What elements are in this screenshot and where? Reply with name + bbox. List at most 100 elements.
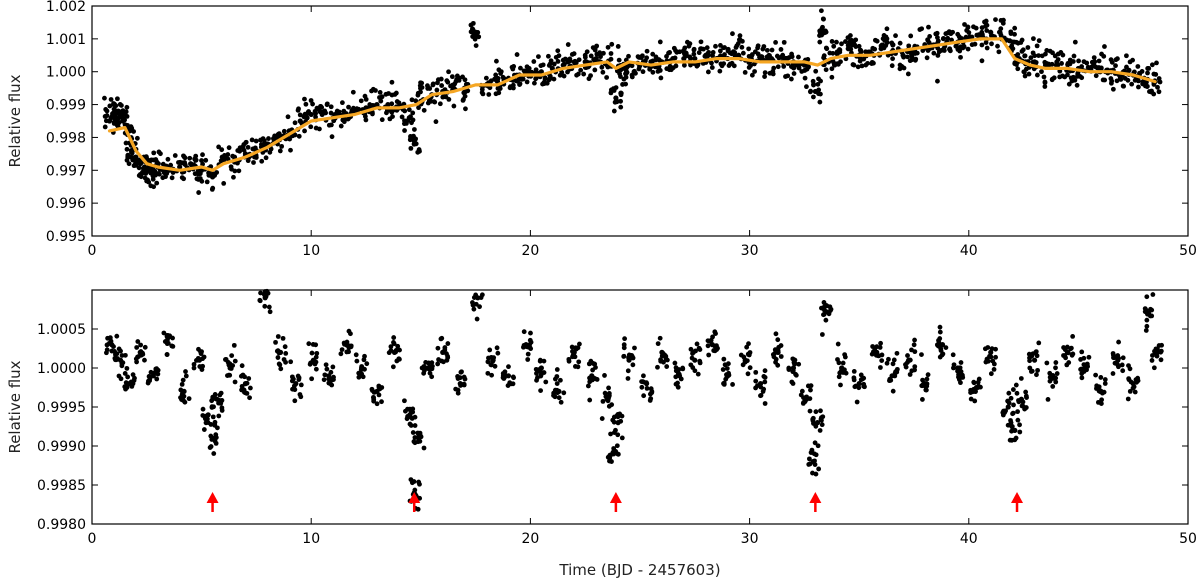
data-point xyxy=(995,43,1000,49)
data-point xyxy=(730,49,736,55)
data-point xyxy=(1049,61,1055,67)
data-point xyxy=(618,74,623,79)
data-point xyxy=(878,340,883,346)
data-point xyxy=(802,68,807,73)
data-point xyxy=(1120,355,1126,361)
data-point xyxy=(135,339,141,344)
data-point xyxy=(461,374,467,380)
data-point xyxy=(753,369,759,375)
data-point xyxy=(210,414,216,420)
data-point xyxy=(775,64,781,70)
data-point xyxy=(321,377,327,383)
data-point xyxy=(154,376,160,382)
data-point xyxy=(331,377,336,382)
data-point xyxy=(148,183,154,189)
data-point xyxy=(309,350,315,356)
x-tick-label: 20 xyxy=(521,243,539,259)
data-point xyxy=(843,370,849,376)
data-point xyxy=(308,98,314,103)
data-point xyxy=(298,382,304,388)
data-point xyxy=(358,98,364,104)
data-point xyxy=(1109,59,1115,65)
data-point xyxy=(878,365,883,370)
data-point xyxy=(376,384,382,390)
data-point xyxy=(191,365,197,371)
data-point xyxy=(601,50,606,56)
data-point xyxy=(246,376,252,381)
data-point xyxy=(410,430,416,435)
data-point xyxy=(823,28,828,34)
data-point xyxy=(1149,358,1155,363)
data-point xyxy=(435,80,440,86)
data-point xyxy=(1050,384,1056,389)
data-point xyxy=(612,99,618,105)
data-point xyxy=(725,361,731,367)
data-point xyxy=(746,46,752,52)
data-point xyxy=(1155,84,1160,90)
data-point xyxy=(471,295,477,300)
data-point xyxy=(836,61,841,67)
data-point xyxy=(657,68,663,73)
data-point xyxy=(821,300,827,305)
data-point xyxy=(649,390,655,396)
data-point xyxy=(802,75,808,81)
data-point xyxy=(411,439,417,444)
data-point xyxy=(389,101,395,107)
data-point xyxy=(650,69,656,75)
data-point xyxy=(1099,397,1105,403)
data-point xyxy=(426,366,432,372)
top-y-axis-label: Relative flux xyxy=(6,74,24,167)
data-point xyxy=(753,378,759,384)
data-point xyxy=(872,46,878,52)
y-tick-label: 1.002 xyxy=(46,0,86,15)
data-point xyxy=(277,362,283,368)
data-point xyxy=(620,82,625,87)
data-point xyxy=(697,358,703,364)
data-point xyxy=(819,332,825,337)
data-point xyxy=(1101,53,1107,59)
data-point xyxy=(762,74,767,80)
data-point xyxy=(168,162,174,168)
data-point xyxy=(950,352,956,358)
data-point xyxy=(473,301,479,307)
data-point xyxy=(540,81,545,87)
data-point xyxy=(573,60,579,66)
data-point xyxy=(181,176,187,182)
data-point xyxy=(1127,366,1133,372)
data-point xyxy=(338,123,344,129)
data-point xyxy=(912,349,918,355)
data-point xyxy=(870,344,876,349)
data-point xyxy=(292,120,298,126)
data-point xyxy=(104,113,110,118)
data-point xyxy=(230,153,236,159)
data-point xyxy=(525,351,531,357)
data-point xyxy=(762,401,768,406)
data-point xyxy=(692,55,698,62)
data-point xyxy=(304,114,309,120)
data-point xyxy=(104,342,110,348)
x-tick-label: 10 xyxy=(302,531,320,547)
data-point xyxy=(402,108,408,114)
data-point xyxy=(521,344,526,350)
y-tick-label: 0.9990 xyxy=(37,439,86,455)
y-tick-label: 1.000 xyxy=(46,65,86,81)
data-point xyxy=(691,47,697,53)
data-point xyxy=(261,292,267,297)
data-point xyxy=(587,397,593,403)
data-point xyxy=(606,393,612,398)
data-point xyxy=(690,351,695,356)
data-point xyxy=(775,337,781,343)
data-point xyxy=(212,392,218,397)
data-point xyxy=(897,40,903,46)
data-point xyxy=(695,371,701,377)
data-point xyxy=(1135,378,1141,384)
data-point xyxy=(115,356,120,361)
x-tick-label: 50 xyxy=(1179,243,1197,259)
data-point xyxy=(681,62,687,68)
data-point xyxy=(609,459,614,464)
data-point xyxy=(359,364,365,369)
data-point xyxy=(124,146,130,152)
data-point xyxy=(1017,422,1022,428)
data-point xyxy=(561,390,567,396)
data-point xyxy=(721,381,726,386)
